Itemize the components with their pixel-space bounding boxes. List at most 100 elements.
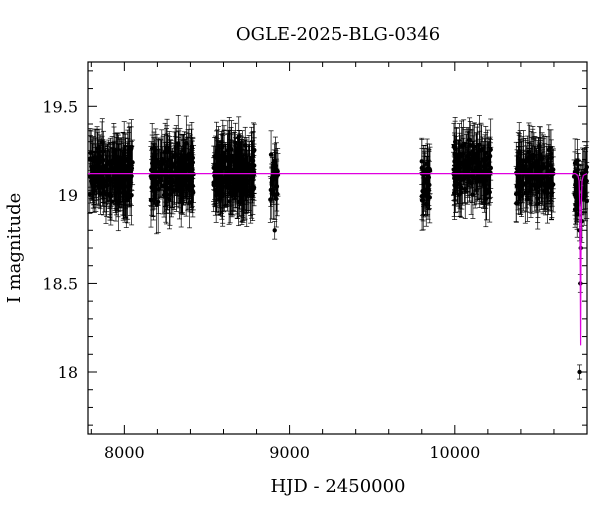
data-marker: [243, 143, 248, 148]
data-marker: [457, 160, 462, 165]
data-marker: [187, 174, 193, 180]
data-point: [187, 155, 193, 199]
x-tick-label: 10000: [429, 443, 480, 462]
data-point: [88, 135, 94, 171]
data-marker: [168, 168, 174, 174]
data-marker: [487, 189, 492, 195]
data-point: [217, 147, 223, 208]
data-marker: [462, 158, 468, 163]
data-point: [220, 164, 226, 224]
data-marker: [164, 195, 169, 200]
data-marker: [128, 183, 133, 189]
data-marker: [225, 148, 231, 154]
data-marker: [249, 155, 254, 160]
data-marker: [92, 168, 97, 174]
data-point: [177, 139, 183, 177]
data-marker: [225, 182, 230, 187]
data-points: [87, 115, 590, 380]
data-marker: [211, 182, 216, 187]
data-point: [273, 142, 279, 200]
data-marker: [232, 177, 237, 183]
data-marker: [214, 177, 219, 183]
data-point: [100, 154, 106, 203]
data-marker: [165, 149, 170, 155]
x-tick-label: 8000: [104, 443, 145, 462]
data-marker: [274, 168, 279, 174]
data-marker: [170, 164, 175, 169]
data-marker: [269, 180, 274, 185]
data-marker: [178, 172, 183, 177]
data-marker: [174, 153, 179, 158]
data-point: [213, 167, 219, 223]
data-point: [424, 156, 430, 209]
data-point: [246, 141, 252, 189]
tick-labels: 8000 9000 10000 18 18.5 19 19.5: [42, 97, 480, 462]
data-marker: [488, 166, 493, 171]
data-point: [238, 141, 244, 199]
data-marker: [470, 192, 476, 197]
data-marker: [88, 150, 93, 156]
data-marker: [421, 189, 426, 194]
data-marker: [424, 179, 429, 185]
data-marker: [185, 186, 190, 191]
data-marker: [219, 158, 224, 163]
data-marker: [191, 190, 196, 195]
data-marker: [158, 166, 164, 171]
data-point: [211, 157, 217, 213]
data-point: [462, 129, 468, 192]
data-point: [236, 145, 242, 188]
data-point: [108, 160, 114, 198]
data-marker: [130, 160, 135, 165]
data-marker: [219, 153, 225, 158]
data-point: [451, 122, 457, 170]
data-marker: [189, 163, 195, 168]
data-point: [225, 120, 231, 182]
data-marker: [270, 176, 275, 181]
data-marker: [427, 195, 432, 200]
y-tick-label: 18: [58, 363, 78, 382]
data-marker: [112, 181, 118, 186]
data-point: [162, 170, 168, 213]
data-marker: [104, 183, 109, 189]
data-marker: [149, 146, 155, 151]
data-point: [472, 148, 478, 209]
data-point: [488, 138, 494, 198]
data-marker: [213, 193, 219, 198]
data-marker: [240, 199, 245, 204]
y-tick-label: 19.5: [42, 97, 78, 116]
data-point: [165, 147, 171, 207]
data-point: [269, 163, 275, 202]
data-marker: [89, 156, 94, 162]
data-marker: [229, 147, 234, 152]
data-marker: [108, 176, 113, 182]
data-marker: [268, 152, 274, 157]
data-point: [219, 133, 225, 177]
data-point: [153, 165, 159, 204]
data-marker: [459, 176, 464, 181]
data-marker: [274, 183, 279, 189]
data-point: [158, 139, 164, 198]
data-point: [95, 144, 101, 190]
data-point: [120, 131, 126, 188]
data-marker: [452, 167, 458, 172]
data-marker: [223, 177, 228, 182]
data-marker: [477, 142, 482, 147]
data-marker: [162, 189, 168, 194]
data-marker: [111, 149, 117, 155]
data-marker: [217, 175, 222, 180]
y-tick-label: 19: [58, 186, 78, 205]
data-point: [91, 150, 97, 192]
data-marker: [238, 167, 244, 173]
data-marker: [483, 150, 488, 156]
data-point: [88, 164, 94, 201]
data-marker: [472, 176, 478, 181]
data-marker: [218, 183, 223, 189]
data-point: [251, 137, 257, 194]
data-marker: [226, 199, 232, 204]
data-point: [173, 125, 179, 186]
data-marker: [251, 167, 256, 172]
data-marker: [220, 191, 225, 197]
data-marker: [247, 162, 252, 167]
data-point: [480, 161, 486, 209]
